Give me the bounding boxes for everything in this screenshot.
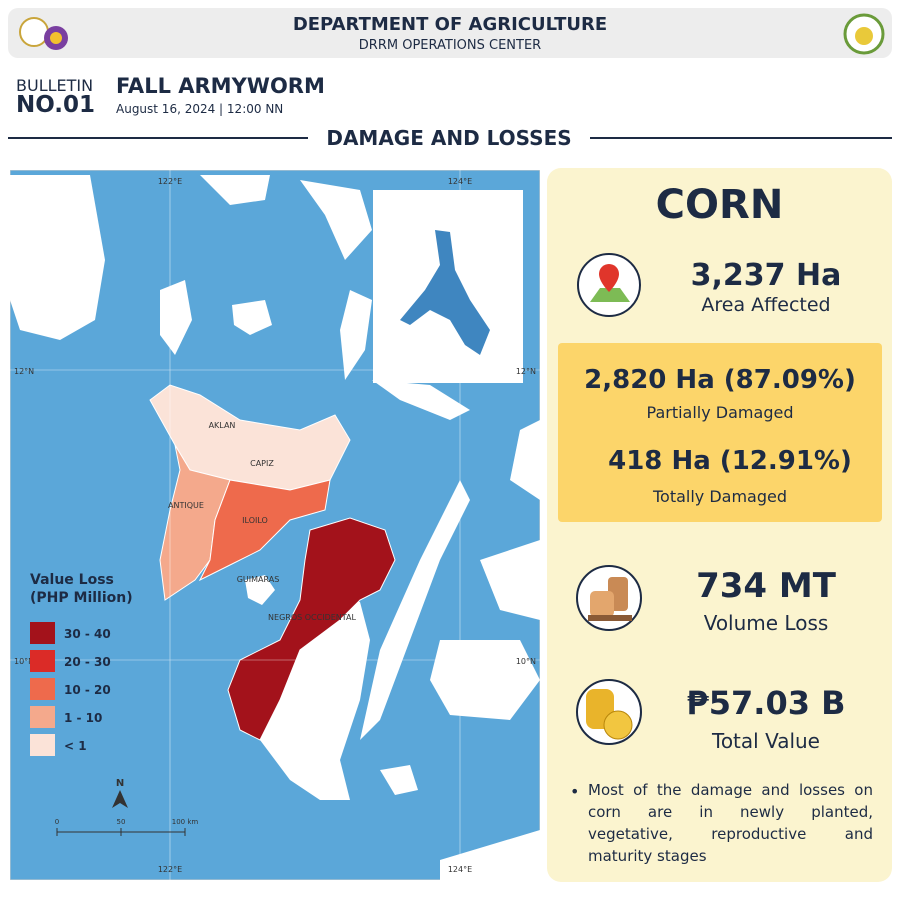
map: 122°E 122°E 124°E 124°E 12°N 12°N 10°N 10°N AKLA… (10, 170, 540, 880)
volume-label: Volume Loss (703, 611, 829, 635)
bulletin-number: NO.01 (16, 92, 96, 118)
legend-swatch (30, 678, 55, 700)
legend-label: 20 - 30 (64, 655, 111, 669)
icon-location (577, 253, 641, 317)
logo (843, 13, 885, 55)
province-label: CAPIZ (250, 459, 274, 468)
lon-label: 122°E (158, 865, 182, 874)
volume-value: 734 MT (696, 566, 836, 606)
province-iloilo (198, 479, 331, 582)
area-value: 3,237 Ha (690, 258, 842, 293)
north-arrow (112, 790, 128, 808)
legend-title: (PHP Million) (30, 590, 133, 606)
partial-value: 2,820 Ha (87.09%) (584, 365, 856, 395)
icon-coins (576, 679, 642, 745)
province-label: AKLAN (209, 421, 236, 430)
legend-swatch (30, 706, 55, 728)
total-value-label: Total Value (712, 729, 820, 753)
note: Most of the damage and losses on corn ar… (588, 781, 873, 865)
scale-label: 100 km (172, 818, 199, 826)
legend-label: 10 - 20 (64, 683, 111, 697)
lat-label: 12°N (14, 367, 34, 376)
legend-label: < 1 (64, 739, 87, 753)
bulletin-date: August 16, 2024 | 12:00 NN (116, 102, 284, 116)
damage-box (558, 343, 882, 522)
scale-label: 50 (117, 818, 126, 826)
partial-label: Partially Damaged (646, 403, 794, 422)
scale-label: 0 (55, 818, 59, 826)
legend-swatch (30, 734, 55, 756)
province-label: NEGROS OCCIDENTAL (268, 613, 356, 622)
lon-label: 122°E (158, 177, 182, 186)
province-antique (159, 444, 231, 601)
header-bar (8, 8, 892, 58)
inset-philippines (400, 230, 490, 355)
province-negros-occidental (227, 517, 396, 741)
lon-label: 124°E (448, 865, 472, 874)
lon-label: 124°E (448, 177, 472, 186)
total-damage-label: Totally Damaged (652, 487, 788, 506)
bulletin-label: BULLETIN (16, 76, 94, 95)
lat-label: 12°N (516, 367, 536, 376)
crop-title: CORN (655, 182, 784, 228)
divider (590, 137, 892, 139)
divider (8, 137, 308, 139)
legend-swatch (30, 622, 55, 644)
logo (19, 17, 68, 50)
total-damage-value: 418 Ha (12.91%) (608, 446, 852, 476)
header-title: DEPARTMENT OF AGRICULTURE (292, 14, 608, 35)
lat-label: 10°N (14, 657, 34, 666)
lat-label: 10°N (516, 657, 536, 666)
area-label: Area Affected (701, 294, 831, 316)
legend-label: 30 - 40 (64, 627, 111, 641)
legend-label: 1 - 10 (64, 711, 102, 725)
header-subtitle: DRRM OPERATIONS CENTER (358, 38, 542, 53)
total-value: ₱57.03 B (686, 684, 846, 722)
bulletin-title: FALL ARMYWORM (116, 74, 325, 98)
scale-bar (56, 828, 186, 836)
icon-sacks (576, 565, 642, 631)
legend-title: Value Loss (30, 572, 114, 588)
section-title: DAMAGE AND LOSSES (326, 126, 572, 150)
province-label: GUIMARAS (237, 575, 280, 584)
north-label: N (116, 778, 124, 789)
province-label: ILOILO (242, 516, 268, 525)
province-label: ANTIQUE (168, 501, 204, 510)
legend-swatch (30, 650, 55, 672)
bullet: • (570, 782, 580, 801)
